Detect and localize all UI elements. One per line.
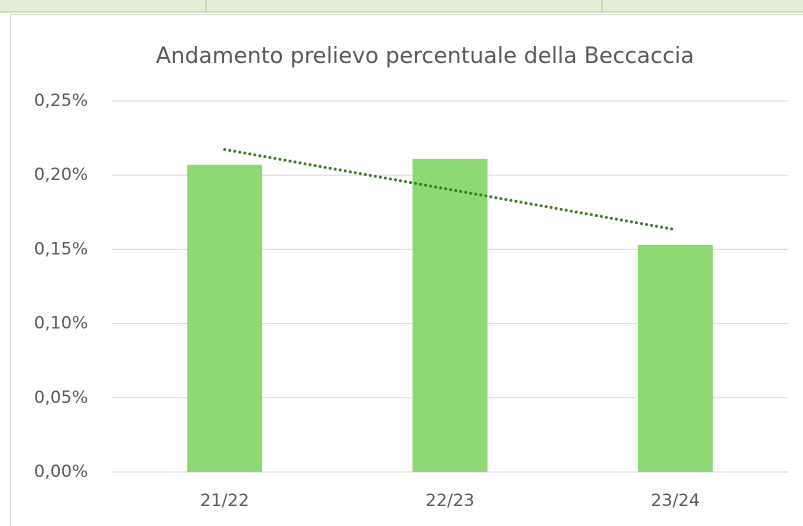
- y-tick-label: 0,00%: [34, 462, 88, 482]
- bar: [412, 158, 488, 472]
- x-tick-label: 23/24: [651, 491, 700, 511]
- chart-title: Andamento prelievo percentuale della Bec…: [156, 44, 694, 69]
- y-tick-label: 0,05%: [34, 388, 88, 408]
- bar: [637, 244, 713, 472]
- x-tick-label: 21/22: [200, 491, 249, 511]
- y-tick-label: 0,15%: [34, 239, 88, 259]
- y-tick-label: 0,10%: [34, 314, 88, 334]
- table-strip: [0, 0, 803, 12]
- x-tick-label: 22/23: [426, 491, 475, 511]
- y-tick-label: 0,25%: [34, 91, 88, 111]
- y-tick-label: 0,20%: [34, 165, 88, 185]
- trendline: [223, 147, 677, 232]
- bar: [187, 164, 263, 472]
